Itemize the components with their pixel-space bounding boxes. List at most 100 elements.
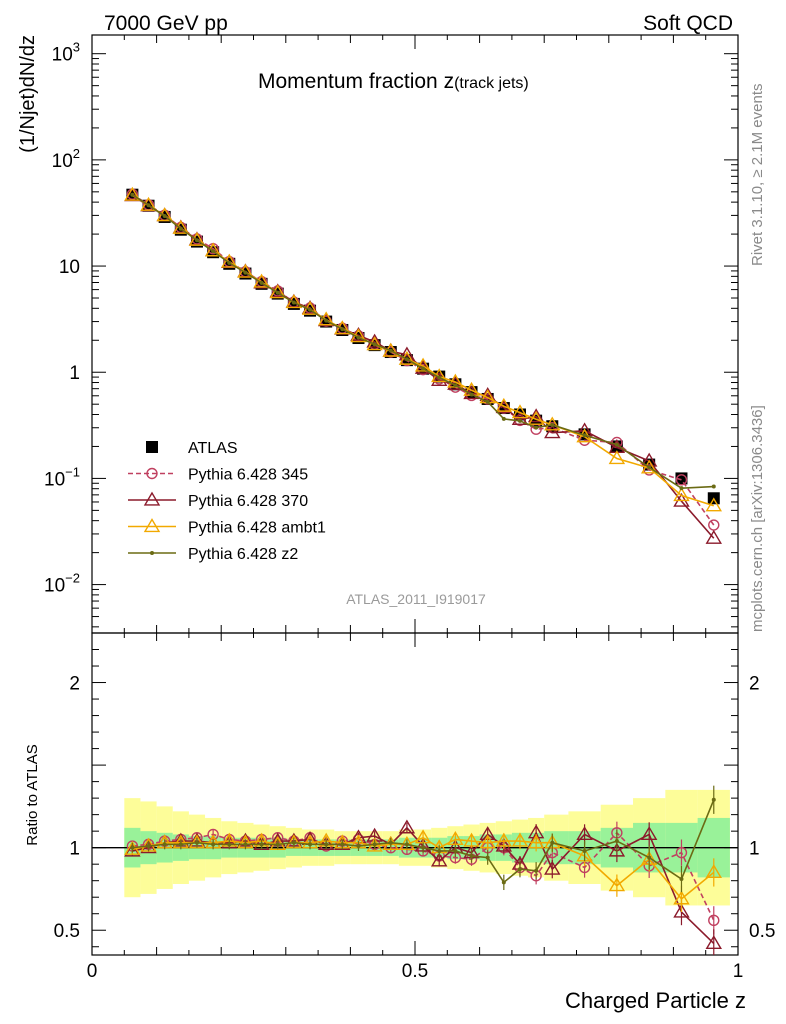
y-tick-label-top-2: 1 <box>69 363 80 384</box>
point-top-s3-30 <box>673 487 690 502</box>
point-top-s4-21 <box>469 392 474 397</box>
point-top-s4-31 <box>711 484 716 489</box>
point-ratio-s4-10 <box>291 840 296 845</box>
point-ratio-s3-22 <box>479 834 496 849</box>
y-tick-label-top-4: 102 <box>52 146 80 172</box>
y-tick-label-ratio-right-0: 0.5 <box>749 921 775 942</box>
point-top-s3-10 <box>285 294 303 309</box>
y-tick-label-top-3: 10 <box>59 257 80 278</box>
x-tick-label-0: 0 <box>87 961 98 982</box>
point-ratio-s4-31 <box>711 797 716 802</box>
point-top-s3-24 <box>511 404 529 419</box>
point-ratio-s4-4 <box>194 840 199 845</box>
point-top-s3-26 <box>544 416 561 431</box>
point-top-s4-2 <box>162 214 167 219</box>
ratio-uncertainty-bands <box>92 789 738 906</box>
legend-label-3: Pythia 6.428 ambt1 <box>188 520 326 537</box>
point-ratio-s1-30 <box>675 846 688 859</box>
point-ratio-s4-28 <box>614 839 619 844</box>
point-top-s4-6 <box>227 260 232 265</box>
point-top-s4-22 <box>485 399 490 404</box>
y-tick-label-ratio-right-1: 1 <box>749 839 760 860</box>
point-ratio-s4-25 <box>534 868 539 873</box>
point-ratio-s4-30 <box>679 877 684 882</box>
point-ratio-s4-12 <box>324 842 329 847</box>
point-ratio-s2-30 <box>673 903 690 918</box>
x-tick-label-1: 0.5 <box>402 961 428 982</box>
point-ratio-s4-0 <box>130 845 135 850</box>
point-ratio-s4-15 <box>372 842 377 847</box>
point-ratio-s2-26 <box>544 860 561 875</box>
point-top-s4-13 <box>340 327 345 332</box>
point-ratio-s4-11 <box>308 842 313 847</box>
point-top-s4-16 <box>388 348 393 353</box>
x-tick-label-2: 1 <box>733 961 744 982</box>
point-ratio-s4-18 <box>421 845 426 850</box>
series-line-ratio-4 <box>132 799 715 884</box>
point-top-s4-3 <box>178 226 183 231</box>
point-top-s4-29 <box>647 465 652 470</box>
point-top-s3-31 <box>705 497 722 512</box>
point-ratio-s3-24 <box>511 832 529 847</box>
point-ratio-s4-14 <box>356 844 361 849</box>
point-ratio-s4-27 <box>582 848 587 853</box>
point-top-s2-15 <box>366 333 383 348</box>
point-top-s4-27 <box>582 433 587 438</box>
series-top-4 <box>130 192 716 491</box>
y-tick-label-ratio-left-0: 0.5 <box>54 921 80 942</box>
chart-title: Momentum fraction z(track jets) <box>258 70 529 93</box>
y-tick-label-ratio-left-1: 1 <box>69 839 80 860</box>
point-ratio-s4-17 <box>404 842 409 847</box>
point-top-s3-25 <box>527 410 545 425</box>
energy-label: 7000 GeV pp <box>104 12 228 35</box>
point-top-s4-20 <box>453 383 458 388</box>
y-tick-label-ratio-left-2: 2 <box>69 674 80 695</box>
point-ratio-s4-23 <box>501 880 506 885</box>
point-top-s3-0 <box>124 186 141 201</box>
point-ratio-s4-29 <box>647 855 652 860</box>
y-tick-label-top-5: 103 <box>52 40 80 66</box>
point-ratio-s4-9 <box>275 842 280 847</box>
point-ratio-s3-0 <box>124 840 141 855</box>
point-top-s3-23 <box>495 397 513 412</box>
chart-title-main: Momentum fraction z <box>258 70 454 93</box>
point-ratio-s4-24 <box>517 867 522 872</box>
point-top-s4-8 <box>259 280 264 285</box>
point-ratio-s4-5 <box>211 842 216 847</box>
point-top-s4-9 <box>275 290 280 295</box>
point-ratio-s2-27 <box>576 826 593 841</box>
legend-marker-3 <box>143 518 161 533</box>
point-top-s4-15 <box>372 342 377 347</box>
point-ratio-s2-23 <box>495 837 513 852</box>
point-ratio-s4-8 <box>259 842 264 847</box>
point-ratio-s4-20 <box>453 848 458 853</box>
point-top-s2-24 <box>511 410 529 425</box>
series-line-top-3 <box>131 194 715 507</box>
point-ratio-s4-19 <box>437 848 442 853</box>
point-top-s4-0 <box>130 192 135 197</box>
series-line-ratio-3 <box>132 836 715 900</box>
point-ratio-s4-3 <box>178 842 183 847</box>
point-top-s4-4 <box>194 238 199 243</box>
point-top-s3-1 <box>140 196 157 211</box>
analysis-id: ATLAS_2011_I919017 <box>346 591 486 607</box>
point-top-s4-25 <box>534 425 539 430</box>
series-ratio-4 <box>130 785 716 893</box>
point-ratio-s4-7 <box>243 842 248 847</box>
y-axis-label-top: (1/Njet)dN/dz <box>17 35 39 153</box>
y-tick-label-ratio-right-2: 2 <box>749 674 760 695</box>
point-ratio-s3-28 <box>608 877 626 892</box>
point-ratio-s2-17 <box>398 819 416 834</box>
point-top-s4-5 <box>211 249 216 254</box>
point-ratio-s2-28 <box>608 842 626 857</box>
point-top-s2-25 <box>527 408 545 423</box>
point-top-s3-9 <box>269 284 286 299</box>
point-ratio-s2-19 <box>431 852 448 867</box>
point-ratio-s4-22 <box>485 855 490 860</box>
legend-marker-2 <box>143 491 161 506</box>
point-top-s4-28 <box>614 442 619 447</box>
point-top-s4-1 <box>146 203 151 208</box>
legend-label-4: Pythia 6.428 z2 <box>188 546 298 563</box>
